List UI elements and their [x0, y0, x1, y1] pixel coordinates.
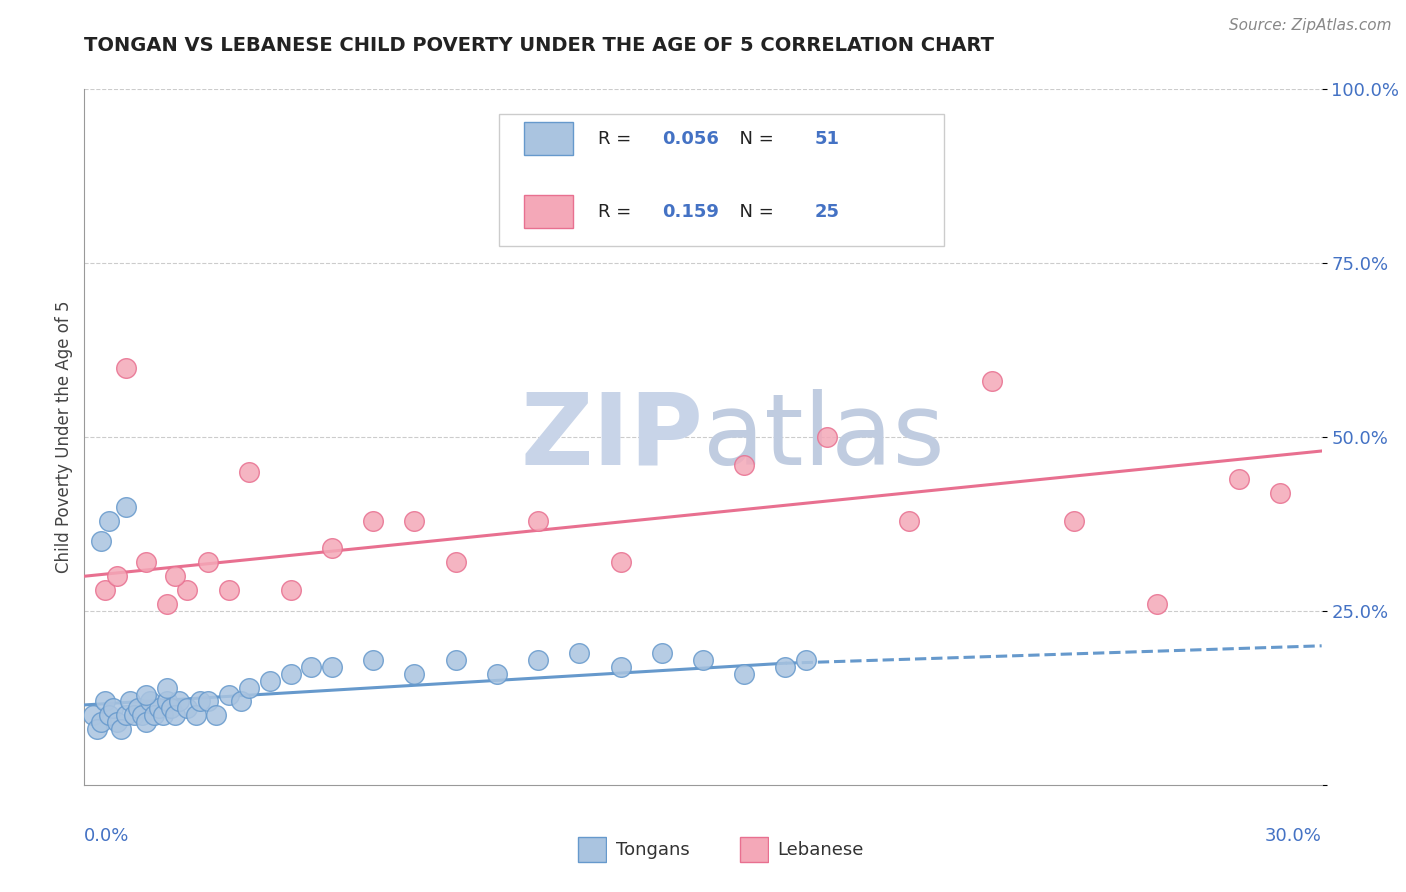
- Point: [86, 723, 108, 737]
- FancyBboxPatch shape: [740, 837, 768, 862]
- Point: [238, 681, 260, 695]
- Point: [733, 666, 755, 681]
- FancyBboxPatch shape: [523, 122, 574, 155]
- Point: [98, 708, 121, 723]
- Point: [105, 715, 128, 730]
- Point: [176, 701, 198, 715]
- FancyBboxPatch shape: [499, 113, 945, 245]
- Text: Source: ZipAtlas.com: Source: ZipAtlas.com: [1229, 18, 1392, 33]
- Text: N =: N =: [728, 129, 779, 147]
- Text: 0.056: 0.056: [662, 129, 718, 147]
- Point: [165, 569, 187, 583]
- Point: [361, 653, 384, 667]
- Text: 0.0%: 0.0%: [84, 827, 129, 845]
- Point: [980, 375, 1002, 389]
- Point: [110, 723, 132, 737]
- Text: Lebanese: Lebanese: [778, 841, 863, 859]
- Point: [139, 694, 162, 708]
- Point: [94, 583, 117, 598]
- Point: [609, 659, 631, 673]
- Point: [444, 555, 467, 569]
- Text: Tongans: Tongans: [616, 841, 689, 859]
- Point: [229, 694, 252, 708]
- Point: [1063, 514, 1085, 528]
- Text: 51: 51: [814, 129, 839, 147]
- Point: [259, 673, 281, 688]
- Point: [135, 688, 157, 702]
- Point: [321, 659, 343, 673]
- Point: [131, 708, 153, 723]
- Point: [160, 701, 183, 715]
- Point: [122, 708, 145, 723]
- Text: TONGAN VS LEBANESE CHILD POVERTY UNDER THE AGE OF 5 CORRELATION CHART: TONGAN VS LEBANESE CHILD POVERTY UNDER T…: [84, 36, 994, 54]
- Point: [651, 646, 673, 660]
- Point: [794, 653, 817, 667]
- FancyBboxPatch shape: [523, 195, 574, 228]
- Point: [94, 694, 117, 708]
- Point: [105, 569, 128, 583]
- Point: [156, 681, 179, 695]
- Point: [1270, 485, 1292, 500]
- Point: [321, 541, 343, 556]
- Point: [135, 555, 157, 569]
- Point: [152, 708, 174, 723]
- Point: [568, 646, 591, 660]
- Point: [527, 653, 550, 667]
- Point: [90, 534, 112, 549]
- Point: [90, 715, 112, 730]
- Point: [238, 465, 260, 479]
- Text: N =: N =: [728, 202, 779, 220]
- Point: [280, 583, 302, 598]
- Point: [775, 659, 797, 673]
- Point: [114, 708, 136, 723]
- FancyBboxPatch shape: [578, 837, 606, 862]
- Point: [135, 715, 157, 730]
- Y-axis label: Child Poverty Under the Age of 5: Child Poverty Under the Age of 5: [55, 301, 73, 574]
- Text: R =: R =: [598, 129, 637, 147]
- Point: [127, 701, 149, 715]
- Point: [98, 514, 121, 528]
- Point: [609, 555, 631, 569]
- Text: 0.159: 0.159: [662, 202, 718, 220]
- Point: [898, 514, 921, 528]
- Point: [156, 597, 179, 611]
- Text: atlas: atlas: [703, 389, 945, 485]
- Point: [205, 708, 228, 723]
- Point: [218, 583, 240, 598]
- Point: [361, 514, 384, 528]
- Point: [197, 694, 219, 708]
- Point: [156, 694, 179, 708]
- Point: [527, 514, 550, 528]
- Text: 25: 25: [814, 202, 839, 220]
- Point: [143, 708, 166, 723]
- Point: [197, 555, 219, 569]
- Point: [184, 708, 207, 723]
- Point: [148, 701, 170, 715]
- Point: [733, 458, 755, 472]
- Point: [404, 666, 426, 681]
- Point: [299, 659, 322, 673]
- Point: [188, 694, 211, 708]
- Point: [114, 360, 136, 375]
- Point: [404, 514, 426, 528]
- Point: [165, 708, 187, 723]
- Point: [692, 653, 714, 667]
- Text: R =: R =: [598, 202, 637, 220]
- Point: [1227, 472, 1250, 486]
- Point: [815, 430, 838, 444]
- Text: ZIP: ZIP: [520, 389, 703, 485]
- Point: [176, 583, 198, 598]
- Text: 30.0%: 30.0%: [1265, 827, 1322, 845]
- Point: [103, 701, 125, 715]
- Point: [280, 666, 302, 681]
- Point: [485, 666, 508, 681]
- Point: [218, 688, 240, 702]
- Point: [82, 708, 104, 723]
- Point: [1146, 597, 1168, 611]
- Point: [167, 694, 190, 708]
- Point: [118, 694, 141, 708]
- Point: [114, 500, 136, 514]
- Point: [444, 653, 467, 667]
